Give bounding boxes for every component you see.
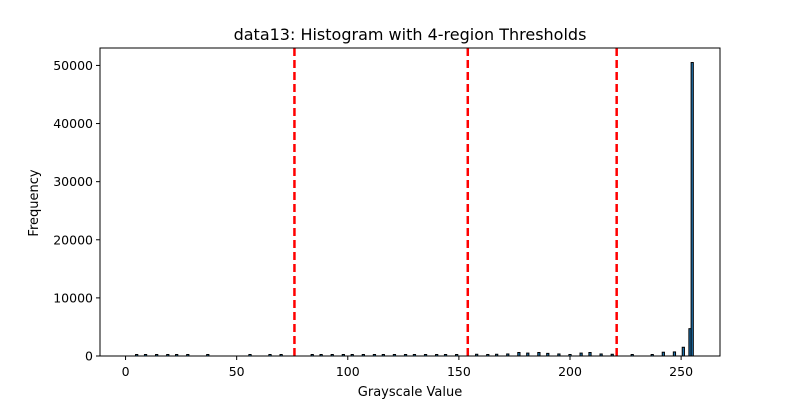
- x-tick-label-2: 100: [336, 364, 360, 379]
- chart-title: data13: Histogram with 4-region Threshol…: [234, 25, 587, 44]
- histogram-bar-36: [588, 352, 592, 357]
- x-tick-label-5: 250: [669, 364, 693, 379]
- x-tick-label-0: 0: [122, 364, 130, 379]
- x-tick-label-3: 150: [447, 364, 471, 379]
- y-tick-label-5: 50000: [53, 58, 93, 73]
- x-axis-label: Grayscale Value: [358, 385, 462, 400]
- histogram-bar-45: [690, 62, 694, 357]
- y-axis-label: Frequency: [27, 169, 42, 236]
- y-tick-label-3: 30000: [53, 174, 93, 189]
- y-tick-label-1: 10000: [53, 290, 93, 305]
- histogram-bar-43: [681, 346, 685, 357]
- histogram-bar-42: [672, 351, 677, 357]
- x-tick-label-1: 50: [229, 364, 245, 379]
- y-tick-label-4: 40000: [53, 116, 93, 131]
- y-tick-label-0: 0: [85, 349, 93, 364]
- x-tick-label-4: 200: [558, 364, 582, 379]
- y-tick-label-2: 20000: [53, 232, 93, 247]
- plot-frame: [99, 47, 721, 357]
- histogram-bar-41: [661, 351, 665, 357]
- histogram-bar-31: [537, 352, 541, 357]
- plot-area: 0 50 100 150 200 250 0 10000 20000 30000 40000 5000…: [53, 47, 721, 379]
- histogram-bar-29: [517, 352, 521, 357]
